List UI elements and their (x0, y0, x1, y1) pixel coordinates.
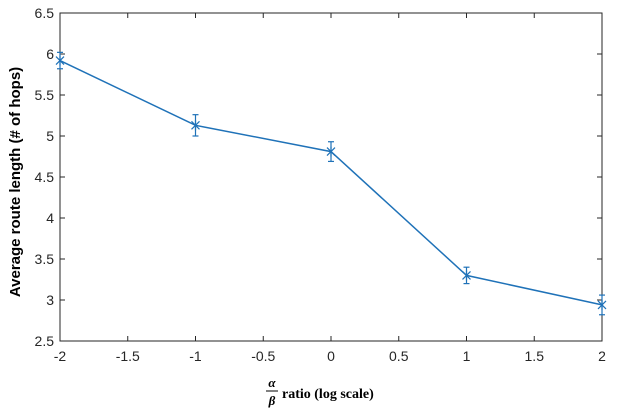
y-tick-label: 2.5 (35, 333, 55, 349)
y-tick-label: 6 (46, 46, 54, 62)
x-tick-label: -1.5 (116, 348, 140, 364)
x-axis-label-numerator: α (268, 375, 276, 390)
plot-area (59, 12, 603, 342)
x-tick-label: 0.5 (389, 348, 409, 364)
x-tick-label: -2 (54, 348, 67, 364)
x-axis-label-denominator: β (268, 393, 276, 408)
y-tick-label: 4.5 (35, 169, 55, 185)
x-tick-label: 1.5 (525, 348, 545, 364)
x-tick-label: 1 (463, 348, 471, 364)
data-point (326, 141, 336, 163)
data-point (191, 114, 200, 137)
data-point (55, 51, 65, 70)
y-tick-label: 4 (46, 210, 54, 226)
y-tick-label: 6.5 (35, 5, 55, 21)
y-tick-label: 3 (46, 292, 54, 308)
x-tick-label: 2 (598, 348, 606, 364)
x-tick-label: 0 (327, 348, 335, 364)
data-point (462, 266, 471, 285)
y-axis-label: Average route length (# of hops) (7, 67, 24, 297)
y-tick-label: 3.5 (35, 251, 55, 267)
x-axis-label: α β ratio (log scale) (266, 375, 374, 408)
series-group (55, 51, 607, 316)
data-point (597, 294, 607, 316)
x-axis-ticks: -2 -1.5 -1 -0.5 0 0.5 1 1.5 2 (54, 13, 606, 364)
x-axis-label-text: ratio (log scale) (282, 387, 374, 402)
y-tick-label: 5.5 (35, 87, 55, 103)
y-tick-label: 5 (46, 128, 54, 144)
x-tick-label: -0.5 (251, 348, 275, 364)
y-axis-ticks: 2.5 3 3.5 4 4.5 5 5.5 6 6.5 (35, 5, 602, 349)
x-tick-label: -1 (189, 348, 202, 364)
